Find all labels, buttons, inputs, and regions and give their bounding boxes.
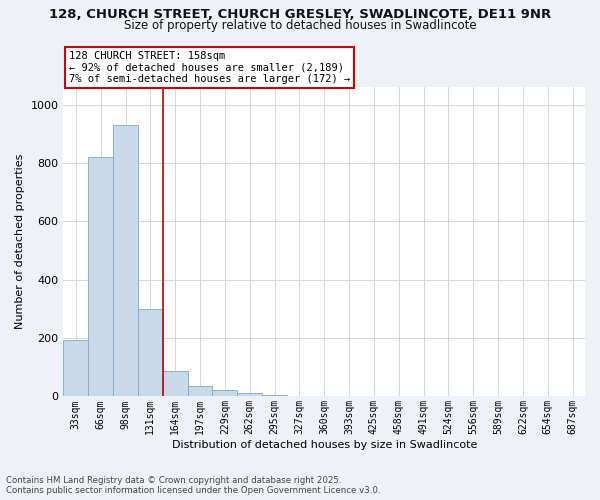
Bar bbox=[237, 393, 262, 396]
Bar bbox=[64, 340, 88, 396]
Bar bbox=[262, 395, 287, 396]
X-axis label: Distribution of detached houses by size in Swadlincote: Distribution of detached houses by size … bbox=[172, 440, 477, 450]
Text: Contains HM Land Registry data © Crown copyright and database right 2025.
Contai: Contains HM Land Registry data © Crown c… bbox=[6, 476, 380, 495]
Text: Size of property relative to detached houses in Swadlincote: Size of property relative to detached ho… bbox=[124, 19, 476, 32]
Y-axis label: Number of detached properties: Number of detached properties bbox=[15, 154, 25, 330]
Bar bbox=[212, 390, 237, 396]
Text: 128 CHURCH STREET: 158sqm
← 92% of detached houses are smaller (2,189)
7% of sem: 128 CHURCH STREET: 158sqm ← 92% of detac… bbox=[68, 51, 350, 84]
Bar bbox=[188, 386, 212, 396]
Bar bbox=[88, 157, 113, 396]
Bar bbox=[138, 309, 163, 396]
Text: 128, CHURCH STREET, CHURCH GRESLEY, SWADLINCOTE, DE11 9NR: 128, CHURCH STREET, CHURCH GRESLEY, SWAD… bbox=[49, 8, 551, 20]
Bar bbox=[113, 125, 138, 396]
Bar bbox=[163, 370, 188, 396]
